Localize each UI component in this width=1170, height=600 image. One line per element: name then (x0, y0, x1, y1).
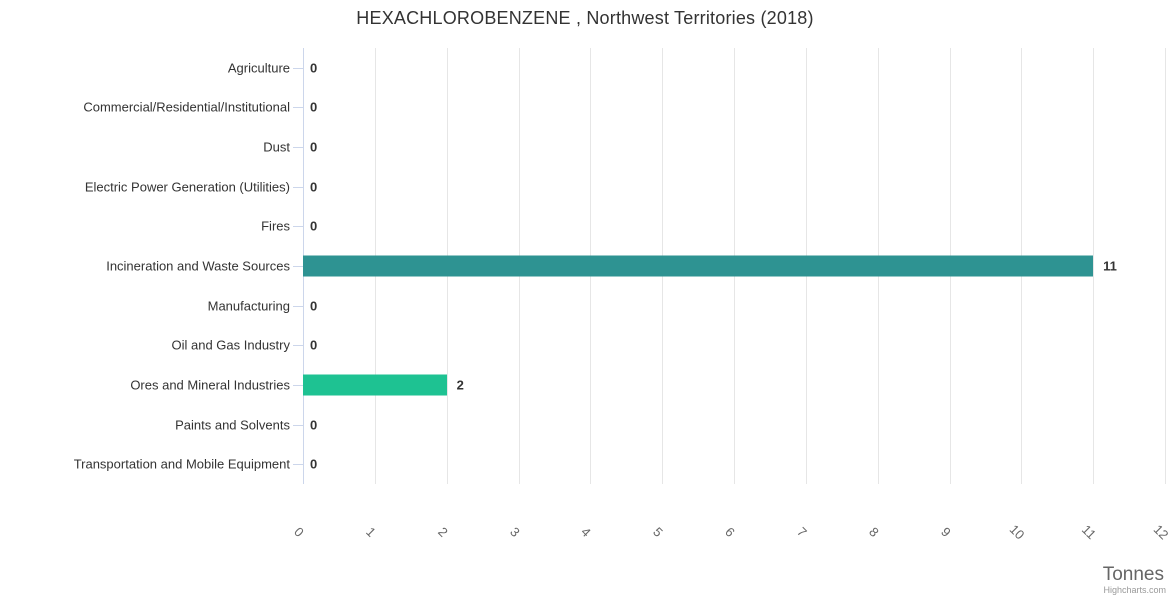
category-label: Manufacturing (207, 298, 290, 314)
chart-title: HEXACHLOROBENZENE , Northwest Territorie… (356, 8, 814, 28)
category-axis-tick (293, 424, 303, 426)
x-tick-label: 9 (937, 524, 954, 540)
category-label: Electric Power Generation (Utilities) (84, 179, 290, 195)
x-tick-label: 11 (1079, 521, 1100, 543)
category-axis-tick (293, 186, 303, 188)
category-axis-tick (293, 464, 303, 466)
category-label: Transportation and Mobile Equipment (73, 456, 290, 472)
category-label: Ores and Mineral Industries (130, 377, 290, 393)
x-tick-label: 10 (1006, 521, 1028, 543)
category-label: Fires (261, 218, 290, 234)
x-tick-label: 3 (506, 524, 523, 540)
highcharts-credit-link[interactable]: Highcharts.com (1103, 585, 1166, 595)
data-label: 0 (310, 456, 318, 472)
x-tick-label: 1 (362, 524, 379, 540)
category-label: Paints and Solvents (175, 417, 290, 433)
data-label: 0 (310, 298, 318, 314)
x-tick-label: 6 (722, 524, 738, 540)
x-tick-label: 4 (578, 524, 595, 540)
x-tick-label: 12 (1150, 521, 1170, 543)
category-label: Incineration and Waste Sources (106, 258, 290, 274)
data-label: 0 (310, 417, 318, 433)
category-label: Agriculture (227, 60, 290, 76)
data-label: 0 (310, 99, 318, 115)
category-axis-tick (293, 67, 303, 69)
x-tick-label: 2 (434, 524, 451, 540)
category-label: Dust (263, 139, 290, 155)
data-label: 2 (456, 377, 464, 393)
x-tick-label: 7 (793, 524, 810, 540)
x-tick-label: 8 (865, 524, 882, 540)
x-tick-label: 5 (650, 524, 667, 540)
category-axis-tick (293, 266, 303, 267)
category-axis-tick (293, 345, 303, 347)
category-axis-tick (293, 226, 303, 228)
gridline (1093, 48, 1095, 484)
gridline (1165, 48, 1166, 484)
bar[interactable] (303, 374, 447, 396)
bar[interactable] (303, 255, 1094, 277)
data-label: 0 (310, 218, 318, 234)
data-label: 0 (310, 139, 318, 155)
category-axis-tick (293, 384, 303, 386)
data-label: 11 (1103, 258, 1117, 274)
category-label: Oil and Gas Industry (171, 337, 291, 353)
category-label: Commercial/Residential/Institutional (83, 99, 290, 115)
x-axis-title: Tonnes (1102, 564, 1164, 585)
data-label: 0 (310, 337, 318, 353)
category-axis-tick (293, 305, 303, 307)
category-axis-tick (293, 147, 303, 149)
data-label: 0 (310, 60, 318, 76)
category-axis-tick (293, 107, 303, 109)
x-tick-label: 0 (291, 524, 307, 540)
data-label: 0 (310, 179, 318, 195)
